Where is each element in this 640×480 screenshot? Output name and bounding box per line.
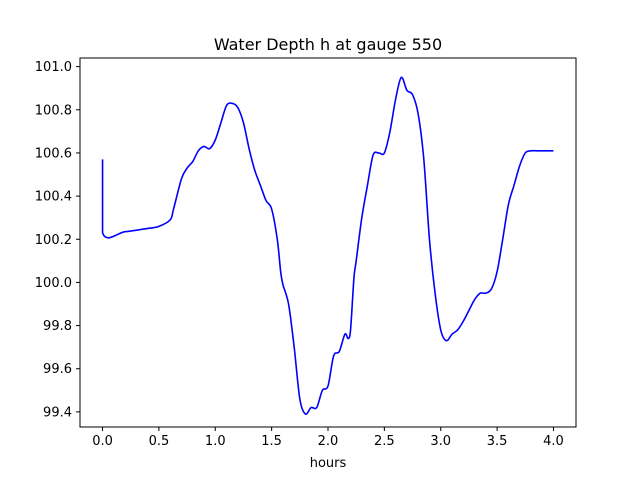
x-tick-label: 2.0 xyxy=(318,434,339,449)
x-tick-label: 0.0 xyxy=(92,434,113,449)
x-tick-label: 2.5 xyxy=(374,434,395,449)
y-tick-label: 99.4 xyxy=(43,405,72,420)
chart-title: Water Depth h at gauge 550 xyxy=(214,35,442,54)
x-tick-label: 4.0 xyxy=(543,434,564,449)
x-axis-label: hours xyxy=(310,456,347,471)
series-line xyxy=(101,76,554,416)
x-tick-label: 0.5 xyxy=(149,434,170,449)
y-tick-label: 100.6 xyxy=(35,146,72,161)
x-tick-label: 3.5 xyxy=(487,434,508,449)
y-tick-label: 99.6 xyxy=(43,362,72,377)
y-axis: 99.4 99.6 99.8 100.0 100.2 100.4 100.6 100.8 101… xyxy=(35,60,80,420)
y-tick-label: 101.0 xyxy=(35,60,72,75)
y-tick-label: 100.8 xyxy=(35,103,72,118)
y-tick-label: 99.8 xyxy=(43,319,72,334)
x-axis: 0.0 0.5 1.0 1.5 2.0 2.5 3.0 3.5 4.0 xyxy=(92,427,564,449)
x-tick-label: 1.0 xyxy=(205,434,226,449)
series-layer xyxy=(101,76,554,416)
y-tick-label: 100.2 xyxy=(35,233,72,248)
y-tick-label: 100.4 xyxy=(35,190,72,205)
x-tick-label: 3.0 xyxy=(430,434,451,449)
x-tick-label: 1.5 xyxy=(261,434,282,449)
plot-area xyxy=(80,58,576,427)
plot-frame xyxy=(79,57,577,428)
y-tick-label: 100.0 xyxy=(35,276,72,291)
